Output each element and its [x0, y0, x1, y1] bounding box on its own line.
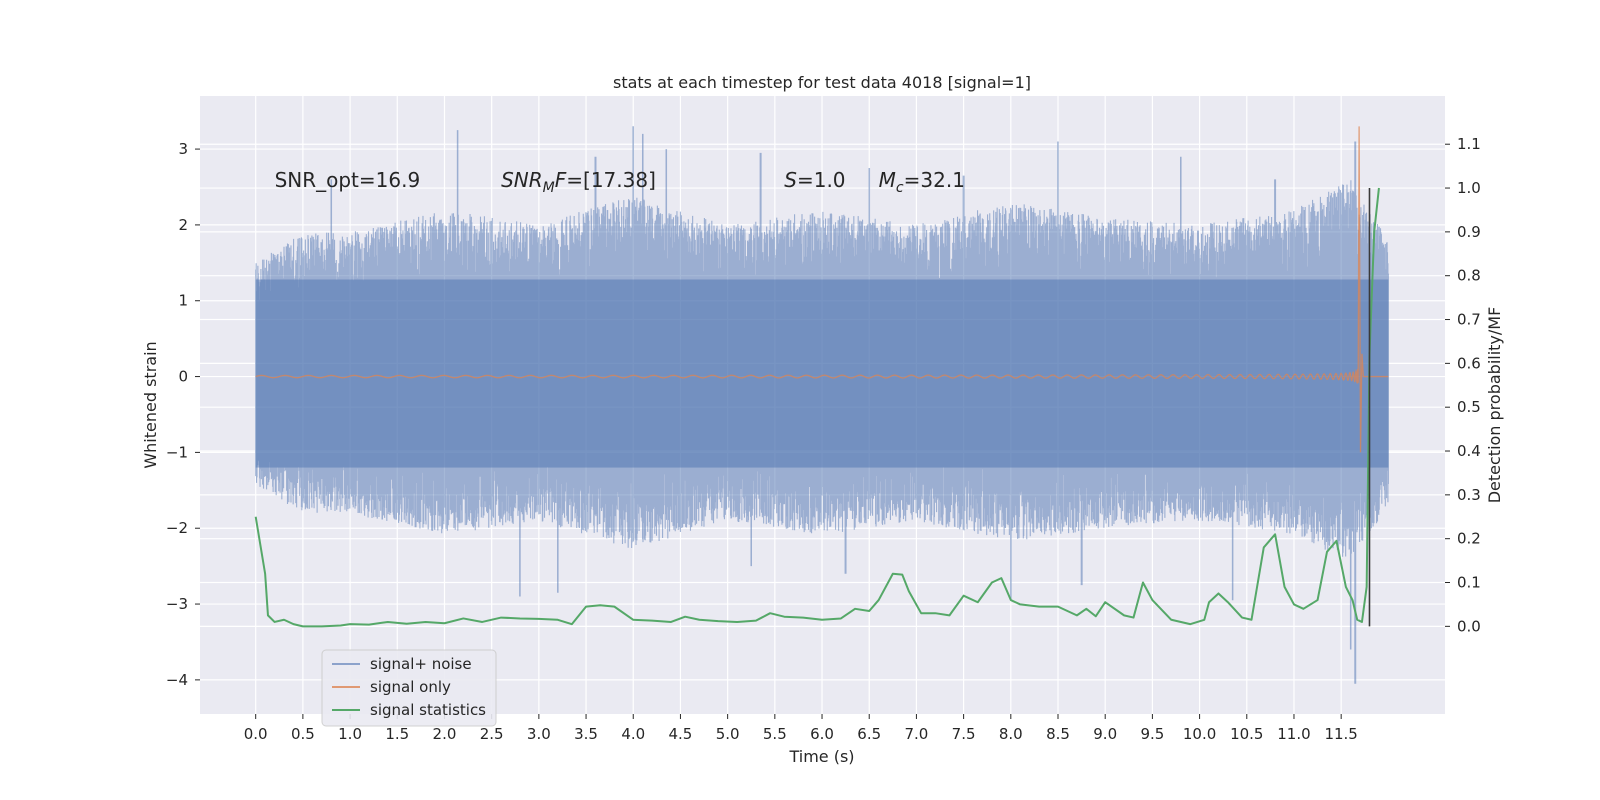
annotation-subscript: M: [543, 180, 555, 196]
y-tick-label: −4: [166, 671, 188, 689]
y-tick-label: −3: [166, 595, 188, 613]
x-tick-label: 0.5: [291, 725, 315, 743]
x-tick-label: 2.5: [480, 725, 504, 743]
x-tick-label: 6.5: [857, 725, 881, 743]
y-right-tick-label: 0.3: [1457, 486, 1481, 504]
x-tick-label: 8.5: [1046, 725, 1070, 743]
y-right-tick-label: 0.6: [1457, 354, 1481, 372]
signal-statistics-series: [254, 187, 1380, 628]
annotation-base: M: [879, 168, 896, 192]
x-tick-label: 8.0: [999, 725, 1023, 743]
y-tick-label: 2: [178, 216, 188, 234]
x-tick-label: 7.5: [952, 725, 976, 743]
x-tick-label: 11.5: [1324, 725, 1357, 743]
annotations: SNR_opt=16.9 SNRMF=[17.38] S=1.0 Mc=32.1: [275, 168, 965, 196]
annotation-value: =32.1: [904, 168, 965, 192]
x-tick-label: 10.0: [1183, 725, 1216, 743]
y-right-tick-label: 0.0: [1457, 617, 1481, 635]
signal-noise-series: [255, 126, 1389, 684]
y-right-tick-label: 0.7: [1457, 311, 1481, 329]
x-tick-label: 1.5: [385, 725, 409, 743]
x-tick-label: 3.0: [527, 725, 551, 743]
y-right-tick-label: 0.8: [1457, 267, 1481, 285]
y-tick-label: −1: [166, 443, 188, 461]
x-tick-label: 9.5: [1140, 725, 1164, 743]
signal-only-line: [255, 126, 1389, 453]
x-tick-label: 6.0: [810, 725, 834, 743]
annotation-base: S: [784, 168, 797, 192]
legend-label-signal-only: signal only: [370, 678, 451, 696]
y-right-tick-label: 0.1: [1457, 574, 1481, 592]
x-axis-label: Time (s): [788, 747, 854, 766]
annotation-rest: =[17.38]: [566, 168, 656, 192]
y-tick-label: −2: [166, 519, 188, 537]
x-tick-label: 9.0: [1093, 725, 1117, 743]
y-tick-label: 1: [178, 292, 188, 310]
x-tick-label: 5.0: [716, 725, 740, 743]
x-tick-label: 3.5: [574, 725, 598, 743]
x-tick-label: 5.5: [763, 725, 787, 743]
annotation: Mc=32.1: [879, 168, 965, 196]
legend-box: [321, 649, 497, 727]
signal-only-series: [255, 126, 1389, 453]
y-axis-label: Whitened strain: [141, 341, 160, 468]
y-right-tick-label: 0.5: [1457, 398, 1481, 416]
legend: signal+ noise signal only signal statist…: [321, 649, 497, 727]
annotation: SNR_opt=16.9: [275, 168, 421, 192]
annotation-base: SNR: [501, 168, 543, 192]
annotation-value: F=[17.38]: [555, 168, 656, 192]
x-tick-label: 7.0: [904, 725, 928, 743]
annotation-subscript: c: [896, 180, 904, 196]
y-right-tick-label: 1.1: [1457, 135, 1481, 153]
y-right-tick-label: 0.4: [1457, 442, 1481, 460]
legend-label-signal-noise: signal+ noise: [370, 655, 472, 673]
x-axis-ticks: 0.0 0.5 1.0 1.5 2.0 2.5 3.0 3.5 4.0 4.5 5.0 5.5 6.0 6…: [244, 714, 1358, 743]
annotation-italic: F: [555, 168, 567, 192]
y-axis-right-ticks: 1.1 1.0 0.9 0.8 0.7 0.6 0.5 0.4 0.3 0.2 0.1 0.0: [1445, 135, 1481, 635]
annotation: S=1.0: [784, 168, 845, 192]
x-tick-label: 10.5: [1230, 725, 1263, 743]
annotation-value: =1.0: [797, 168, 846, 192]
x-tick-label: 1.0: [338, 725, 362, 743]
annotation: SNRMF=[17.38]: [501, 168, 656, 196]
x-tick-label: 4.0: [621, 725, 645, 743]
x-tick-label: 11.0: [1277, 725, 1310, 743]
y-right-tick-label: 0.2: [1457, 530, 1481, 548]
x-tick-label: 0.0: [244, 725, 268, 743]
chart-title: stats at each timestep for test data 401…: [613, 73, 1031, 92]
x-tick-label: 4.5: [669, 725, 693, 743]
y-right-tick-label: 0.9: [1457, 223, 1481, 241]
y-tick-label: 0: [178, 368, 188, 386]
legend-label-signal-statistics: signal statistics: [370, 701, 486, 719]
y-axis-ticks: 3 2 1 0 −1 −2 −3 −4: [166, 140, 200, 689]
x-tick-label: 2.0: [433, 725, 457, 743]
signal-statistics-line: [254, 187, 1380, 628]
y-axis-right-label: Detection probability/MF: [1485, 307, 1504, 504]
y-tick-label: 3: [178, 140, 188, 158]
y-right-tick-label: 1.0: [1457, 179, 1481, 197]
